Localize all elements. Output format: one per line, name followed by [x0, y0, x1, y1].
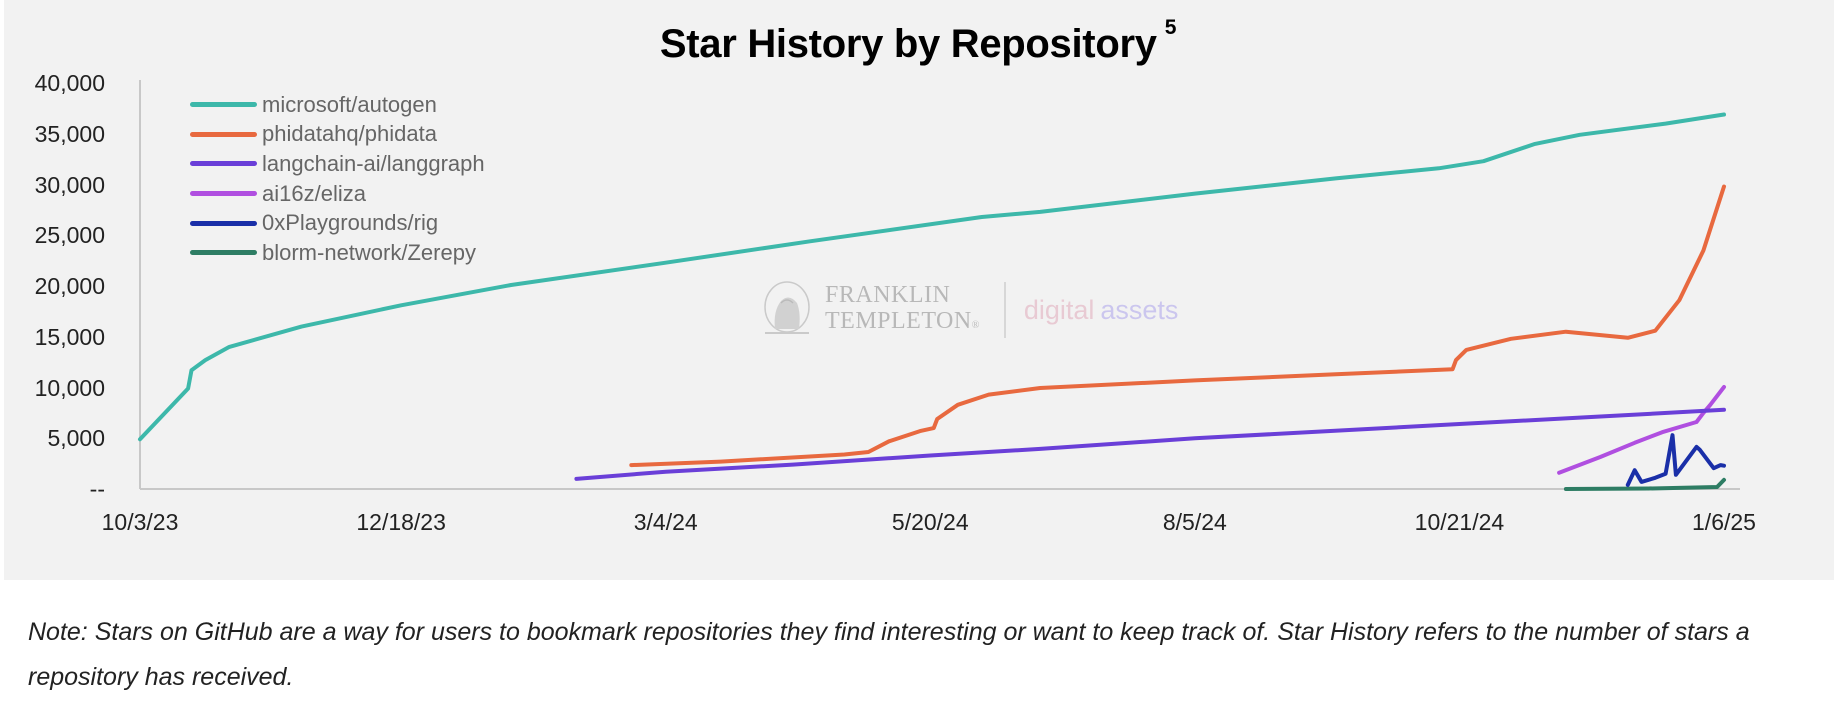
chart-title: Star History by Repository 5	[0, 16, 1836, 67]
series-lines	[138, 112, 1726, 491]
watermark-divider	[1003, 282, 1006, 338]
legend-item: microsoft/autogen	[190, 90, 485, 120]
series-line-blorm-network-zerepy	[1563, 477, 1726, 491]
y-tick-label: 25,000	[34, 222, 105, 249]
y-tick-label: 15,000	[34, 323, 105, 350]
legend: microsoft/autogen phidatahq/phidata langch…	[190, 90, 485, 268]
legend-item: ai16z/eliza	[190, 179, 485, 209]
series-line-ai16z-eliza	[1557, 385, 1726, 475]
legend-item: langchain-ai/langgraph	[190, 149, 485, 179]
legend-label: blorm-network/Zerepy	[262, 239, 476, 265]
legend-label: ai16z/eliza	[262, 180, 366, 206]
franklin-portrait-icon	[764, 281, 810, 334]
x-tick-label: 10/21/24	[1414, 509, 1505, 535]
y-tick-label: 40,000	[34, 70, 105, 96]
chart-title-text: Star History by Repository	[659, 22, 1157, 66]
series-line-langchain-ai-langgraph	[574, 407, 1726, 481]
series-line-0xplaygrounds-rig	[1625, 433, 1726, 487]
legend-label: microsoft/autogen	[262, 91, 437, 117]
legend-label: langchain-ai/langgraph	[262, 150, 485, 176]
footnote-text: Note: Stars on GitHub are a way for user…	[28, 618, 1750, 691]
legend-label: phidatahq/phidata	[262, 121, 437, 147]
x-tick-label: 5/20/24	[891, 509, 969, 535]
legend-label: 0xPlaygrounds/rig	[262, 210, 439, 236]
legend-item: blorm-network/Zerepy	[190, 238, 485, 268]
tagline-digital: digital	[1023, 294, 1095, 325]
brand-line-1: FRANKLIN	[825, 281, 951, 308]
brand-line-2: TEMPLETON	[825, 307, 972, 334]
tagline-assets: assets	[1100, 294, 1179, 325]
series-line-microsoft-autogen	[138, 112, 1726, 442]
x-tick-label: 12/18/23	[356, 509, 446, 535]
legend-swatch	[190, 102, 257, 108]
title-footnote-marker: 5	[1164, 16, 1177, 39]
x-tick-label: 8/5/24	[1162, 509, 1227, 535]
series-line-phidatahq-phidata	[629, 184, 1726, 468]
x-tick-label: 1/6/25	[1692, 509, 1756, 535]
legend-swatch	[190, 131, 257, 137]
registered-mark: ®	[971, 319, 980, 331]
franklin-templeton-wordmark: FRANKLIN TEMPLETON®	[825, 282, 980, 339]
franklin-templeton-watermark: FRANKLIN TEMPLETON® digital assets	[757, 280, 1178, 340]
legend-swatch	[190, 250, 257, 256]
x-tick-label: 3/4/24	[633, 509, 698, 535]
y-tick-label: --	[89, 476, 105, 502]
legend-swatch	[190, 191, 257, 197]
legend-swatch	[190, 161, 257, 167]
y-tick-label: 20,000	[34, 273, 105, 299]
y-tick-label: 30,000	[34, 171, 105, 198]
legend-item: 0xPlaygrounds/rig	[190, 208, 485, 238]
legend-item: phidatahq/phidata	[190, 120, 485, 150]
y-tick-label: 35,000	[34, 120, 105, 147]
legend-swatch	[190, 220, 257, 226]
y-tick-label: 10,000	[34, 374, 105, 401]
chart-panel	[4, 0, 1834, 580]
y-tick-label: 5,000	[47, 425, 105, 452]
plot-area	[138, 80, 1740, 491]
x-tick-label: 10/3/23	[101, 509, 179, 535]
